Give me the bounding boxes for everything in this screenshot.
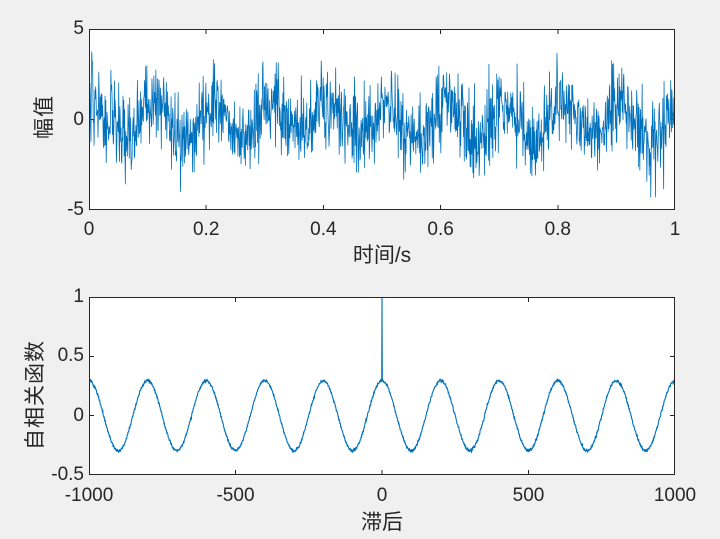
- y-tick-label: 1: [73, 286, 84, 307]
- signal-ylabel: 幅值: [33, 95, 56, 139]
- autocorrelation-plot-area: [89, 297, 675, 475]
- autocorrelation-xlabel: 滞后: [361, 511, 403, 534]
- x-tick-label: 1000: [653, 485, 697, 506]
- y-tick-label: 0.5: [57, 345, 84, 367]
- y-tick-label: 0: [73, 404, 84, 426]
- noisy-signal-line: [89, 51, 675, 198]
- y-tick-label: -0.5: [51, 464, 84, 485]
- y-tick-label: 5: [73, 18, 84, 39]
- x-tick-label: 1: [669, 219, 681, 240]
- x-tick-label: -500: [216, 485, 255, 506]
- autocorrelation-ylabel: 自相关函数: [24, 340, 47, 450]
- x-tick-label: 0: [376, 485, 388, 506]
- autocorrelation-line: [89, 297, 675, 454]
- x-tick-label: -1000: [64, 485, 114, 506]
- x-tick-label: 0.4: [310, 219, 337, 240]
- x-tick-label: 0.6: [427, 219, 454, 240]
- y-tick-label: -5: [67, 199, 84, 220]
- y-tick-label: 0: [73, 108, 84, 130]
- signal-plot-area: [89, 29, 675, 210]
- x-tick-label: 0.8: [544, 219, 572, 240]
- x-tick-label: 0: [83, 219, 95, 240]
- x-tick-label: 0.2: [192, 219, 220, 240]
- signal-xlabel: 时间/s: [352, 244, 412, 267]
- x-tick-label: 500: [512, 485, 545, 506]
